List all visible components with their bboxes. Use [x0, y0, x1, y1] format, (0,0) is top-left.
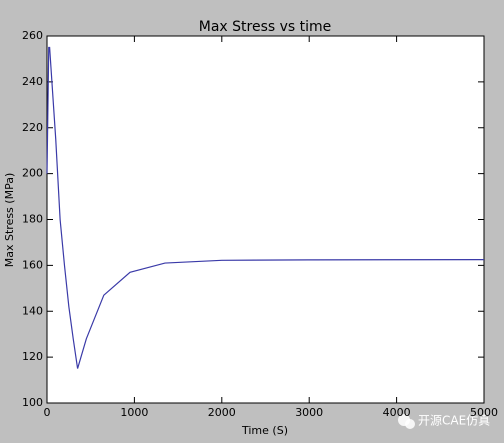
x-axis-label: Time (S) [241, 424, 288, 437]
x-tick-label: 3000 [295, 406, 323, 419]
y-tick-label: 220 [22, 121, 43, 134]
x-tick-label: 4000 [383, 406, 411, 419]
y-tick-label: 160 [22, 258, 43, 271]
plot-area [46, 35, 485, 404]
x-tick-label: 1000 [120, 406, 148, 419]
watermark: 开源CAE仿真 [418, 414, 490, 428]
x-tick-label: 0 [44, 406, 51, 419]
y-tick-label: 200 [22, 167, 43, 180]
y-tick-label: 260 [22, 29, 43, 42]
y-tick-label: 240 [22, 75, 43, 88]
watermark-icon [398, 414, 415, 429]
data-line [46, 46, 485, 369]
y-tick-label: 100 [22, 396, 43, 409]
x-tick-label: 5000 [470, 406, 498, 419]
chart-title: Max Stress vs time [199, 19, 332, 35]
x-tick-label: 2000 [208, 406, 236, 419]
y-tick-label: 120 [22, 350, 43, 363]
y-axis-label: Max Stress (MPa) [3, 173, 16, 268]
y-tick-label: 180 [22, 213, 43, 226]
y-tick-label: 140 [22, 304, 43, 317]
